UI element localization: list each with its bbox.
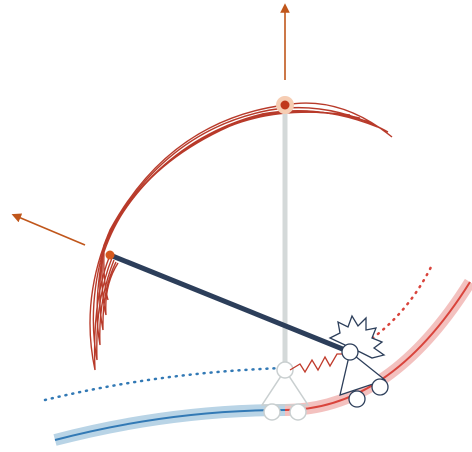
track-blue [54,409,286,441]
arrow-left [11,213,86,246]
track-blue-band [53,404,286,446]
joint-arm [105,250,115,260]
path-dotted-blue [43,366,287,402]
spring [289,353,343,374]
path-dotted-red [353,263,434,352]
cart [328,314,389,408]
joint-top [280,100,290,110]
support [260,361,310,421]
rod-arm [109,252,351,355]
track-red [284,281,471,411]
